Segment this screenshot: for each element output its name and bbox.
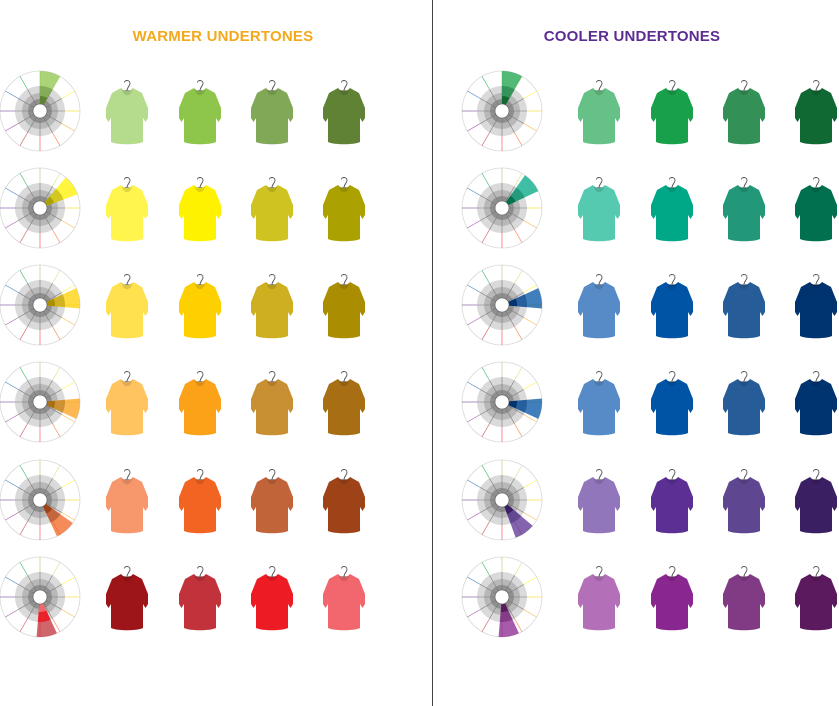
panel-divider: [432, 0, 433, 706]
warm-row-1-shirt-4-icon: [323, 80, 365, 145]
cool-row-5-shirt-4-icon: [795, 469, 837, 534]
cool-undertones-heading: COOLER UNDERTONES: [543, 28, 721, 45]
cool-row-3-shirt-1-icon: [578, 274, 620, 339]
warm-row-6-shirt-4-icon: [323, 566, 365, 631]
warm-row-6-shirt-1-icon: [106, 566, 148, 631]
warm-row-1-color-wheel-icon: [0, 70, 81, 152]
cool-row-1-color-wheel-icon: [461, 70, 543, 152]
cool-row-5-color-wheel-icon: [461, 459, 543, 541]
cool-row-1-shirt-3-icon: [723, 80, 765, 145]
warm-row-4-shirt-2-icon: [179, 371, 221, 436]
warm-row-3-shirt-4-icon: [323, 274, 365, 339]
warm-row-2-shirt-3-icon: [251, 177, 293, 242]
cool-row-3-shirt-4-icon: [795, 274, 837, 339]
warm-row-2-shirt-2-icon: [179, 177, 221, 242]
warm-row-1-shirt-2-icon: [179, 80, 221, 145]
cool-row-3-color-wheel-icon: [461, 264, 543, 346]
cool-row-3-shirt-2-icon: [651, 274, 693, 339]
cool-row-6-shirt-3-icon: [723, 566, 765, 631]
warm-row-5-shirt-3-icon: [251, 469, 293, 534]
warm-row-3-color-wheel-icon: [0, 264, 81, 346]
cool-row-4-shirt-1-icon: [578, 371, 620, 436]
cool-row-1-shirt-2-icon: [651, 80, 693, 145]
warm-undertones-heading: WARMER UNDERTONES: [132, 28, 314, 45]
cool-row-3-shirt-3-icon: [723, 274, 765, 339]
cool-row-2-shirt-4-icon: [795, 177, 837, 242]
cool-row-2-shirt-1-icon: [578, 177, 620, 242]
warm-row-5-shirt-4-icon: [323, 469, 365, 534]
cool-row-5-shirt-3-icon: [723, 469, 765, 534]
warm-row-4-shirt-1-icon: [106, 371, 148, 436]
cool-row-6-shirt-1-icon: [578, 566, 620, 631]
cool-row-6-shirt-4-icon: [795, 566, 837, 631]
warm-row-3-shirt-1-icon: [106, 274, 148, 339]
warm-row-6-shirt-2-icon: [179, 566, 221, 631]
warm-row-2-shirt-1-icon: [106, 177, 148, 242]
cool-row-2-color-wheel-icon: [461, 167, 543, 249]
cool-row-1-shirt-4-icon: [795, 80, 837, 145]
cool-row-5-shirt-2-icon: [651, 469, 693, 534]
cool-row-2-shirt-3-icon: [723, 177, 765, 242]
warm-row-2-shirt-4-icon: [323, 177, 365, 242]
warm-row-5-shirt-2-icon: [179, 469, 221, 534]
cool-row-6-shirt-2-icon: [651, 566, 693, 631]
warm-row-5-shirt-1-icon: [106, 469, 148, 534]
cool-row-5-shirt-1-icon: [578, 469, 620, 534]
cool-row-6-color-wheel-icon: [461, 556, 543, 638]
cool-row-1-shirt-1-icon: [578, 80, 620, 145]
warm-row-4-color-wheel-icon: [0, 361, 81, 443]
warm-row-6-shirt-3-icon: [251, 566, 293, 631]
warm-row-4-shirt-4-icon: [323, 371, 365, 436]
cool-row-4-shirt-2-icon: [651, 371, 693, 436]
warm-row-5-color-wheel-icon: [0, 459, 81, 541]
warm-row-4-shirt-3-icon: [251, 371, 293, 436]
warm-row-3-shirt-2-icon: [179, 274, 221, 339]
cool-row-4-color-wheel-icon: [461, 361, 543, 443]
warm-row-3-shirt-3-icon: [251, 274, 293, 339]
warm-row-2-color-wheel-icon: [0, 167, 81, 249]
cool-row-2-shirt-2-icon: [651, 177, 693, 242]
cool-row-4-shirt-4-icon: [795, 371, 837, 436]
cool-row-4-shirt-3-icon: [723, 371, 765, 436]
warm-row-1-shirt-3-icon: [251, 80, 293, 145]
warm-row-6-color-wheel-icon: [0, 556, 81, 638]
warm-row-1-shirt-1-icon: [106, 80, 148, 145]
